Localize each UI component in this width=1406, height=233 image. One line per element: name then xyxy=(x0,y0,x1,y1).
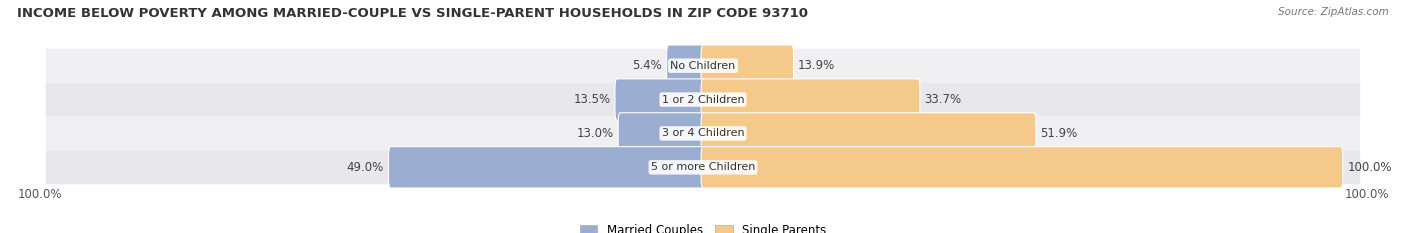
Text: 3 or 4 Children: 3 or 4 Children xyxy=(662,128,744,138)
FancyBboxPatch shape xyxy=(702,113,1036,154)
FancyBboxPatch shape xyxy=(46,150,1360,184)
FancyBboxPatch shape xyxy=(388,147,704,188)
FancyBboxPatch shape xyxy=(666,45,704,86)
Text: 5 or more Children: 5 or more Children xyxy=(651,162,755,172)
Text: 5.4%: 5.4% xyxy=(633,59,662,72)
Text: 51.9%: 51.9% xyxy=(1040,127,1078,140)
Text: 100.0%: 100.0% xyxy=(17,188,62,201)
FancyBboxPatch shape xyxy=(702,45,793,86)
Text: 13.9%: 13.9% xyxy=(799,59,835,72)
FancyBboxPatch shape xyxy=(614,79,704,120)
FancyBboxPatch shape xyxy=(702,147,1343,188)
Text: 33.7%: 33.7% xyxy=(924,93,962,106)
Text: 13.0%: 13.0% xyxy=(576,127,613,140)
FancyBboxPatch shape xyxy=(46,49,1360,83)
Text: 49.0%: 49.0% xyxy=(347,161,384,174)
Text: 100.0%: 100.0% xyxy=(1347,161,1392,174)
Text: 13.5%: 13.5% xyxy=(574,93,610,106)
FancyBboxPatch shape xyxy=(702,79,920,120)
Text: 100.0%: 100.0% xyxy=(1344,188,1389,201)
Legend: Married Couples, Single Parents: Married Couples, Single Parents xyxy=(575,219,831,233)
Text: No Children: No Children xyxy=(671,61,735,71)
Text: Source: ZipAtlas.com: Source: ZipAtlas.com xyxy=(1278,7,1389,17)
FancyBboxPatch shape xyxy=(619,113,704,154)
Text: 1 or 2 Children: 1 or 2 Children xyxy=(662,95,744,105)
Text: INCOME BELOW POVERTY AMONG MARRIED-COUPLE VS SINGLE-PARENT HOUSEHOLDS IN ZIP COD: INCOME BELOW POVERTY AMONG MARRIED-COUPL… xyxy=(17,7,808,20)
FancyBboxPatch shape xyxy=(46,83,1360,116)
FancyBboxPatch shape xyxy=(46,116,1360,150)
